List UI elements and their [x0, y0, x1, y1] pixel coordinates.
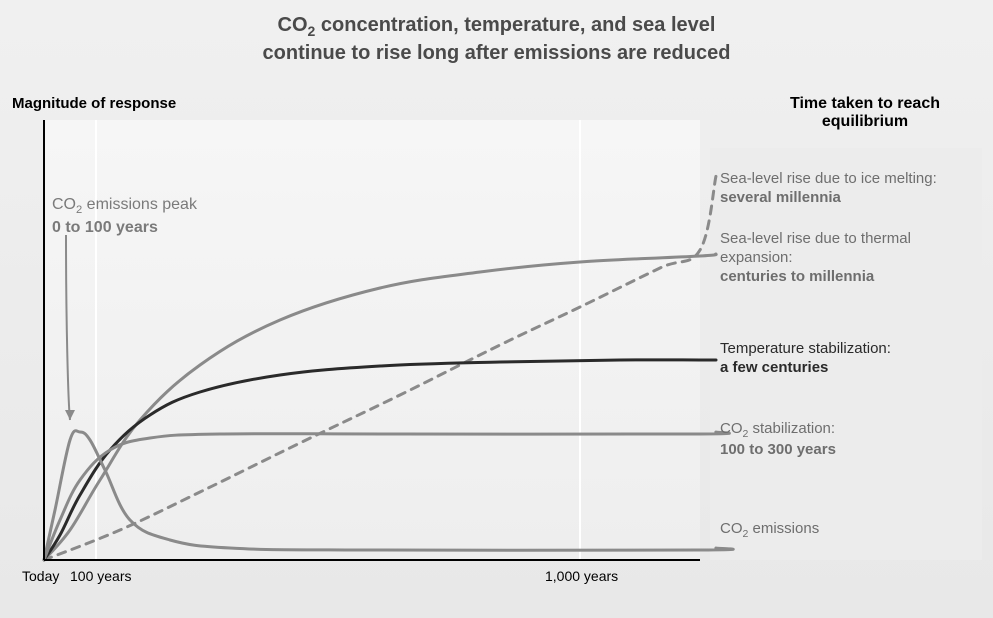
right-item: Sea-level rise due to ice melting:severa…	[720, 170, 937, 208]
curve-thermal-sealevel	[44, 254, 716, 560]
right-item: CO2 stabilization:100 to 300 years	[720, 420, 836, 460]
peak-bold: 0 to 100 years	[52, 219, 158, 236]
chart-svg	[0, 0, 993, 618]
right-item: Temperature stabilization:a few centurie…	[720, 340, 891, 378]
peak-post: emissions peak	[82, 196, 197, 213]
x-axis-label: Today	[22, 568, 59, 584]
right-item: CO2 emissions	[720, 520, 819, 541]
peak-pre: CO	[52, 196, 76, 213]
right-item: Sea-level rise due to thermalexpansion:c…	[720, 230, 911, 286]
curve-co2-emissions	[44, 431, 733, 560]
x-axis-label: 100 years	[70, 568, 131, 584]
curve-co2-concentration	[44, 432, 729, 560]
x-axis-label: 1,000 years	[545, 568, 618, 584]
peak-label: CO2 emissions peak 0 to 100 years	[52, 195, 197, 239]
